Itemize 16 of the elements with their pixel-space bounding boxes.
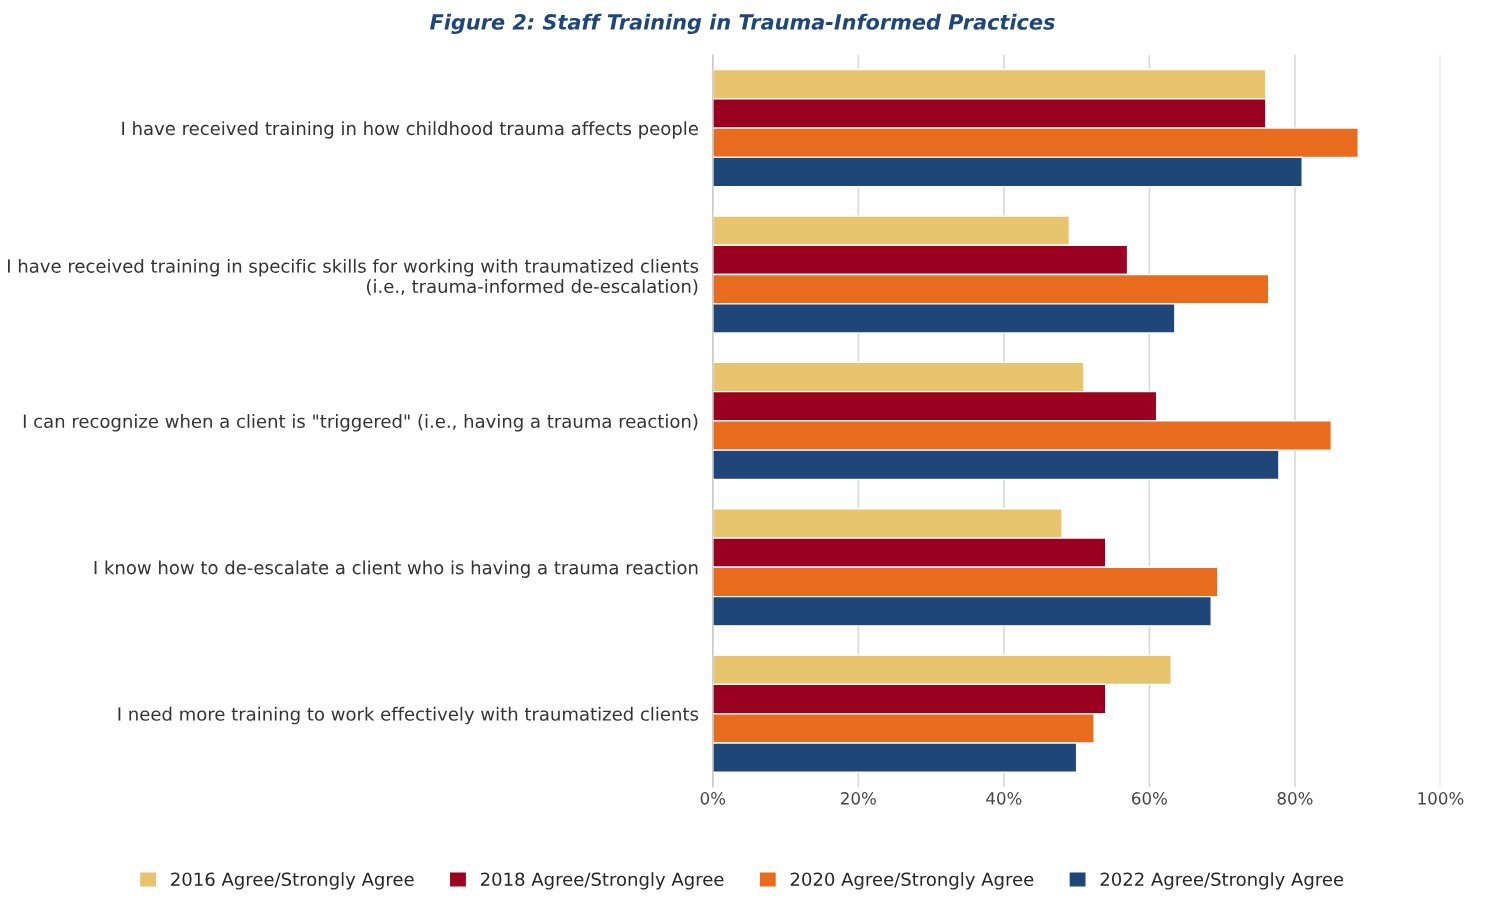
x-tick-label: 60% (1132, 792, 1167, 805)
x-tick-label: 100% (1418, 792, 1464, 805)
y-tick-label: I can recognize when a client is "triggered" (i.e., having a trauma reaction) (23, 414, 698, 432)
x-tick-label: 40% (986, 792, 1022, 805)
legend-label: 2018 Agree/Strongly Agree (480, 872, 724, 890)
x-tick-label: 80% (1277, 792, 1313, 805)
chart-title: Figure 2: Staff Training in Trauma-Informed Practices (430, 13, 1055, 35)
legend-label: 2020 Agree/Strongly Agree (790, 872, 1034, 890)
legend-label: 2022 Agree/Strongly Agree (1100, 872, 1344, 890)
x-tick-label: 0% (700, 792, 726, 805)
legend-label: 2016 Agree/Strongly Agree (171, 872, 414, 890)
y-tick-label: I have received training in how childhood trauma affects people (122, 121, 698, 139)
x-tick-label: 20% (841, 792, 876, 805)
y-tick-label: I need more training to work effectively with traumatized clients (118, 706, 699, 725)
y-tick-label: I know how to de-escalate a client who is having a trauma reaction (94, 560, 698, 578)
y-tick-label: I have received training in specific skills for working with traumatized clients (i.e., trauma-informed de-escalation) (8, 258, 699, 296)
